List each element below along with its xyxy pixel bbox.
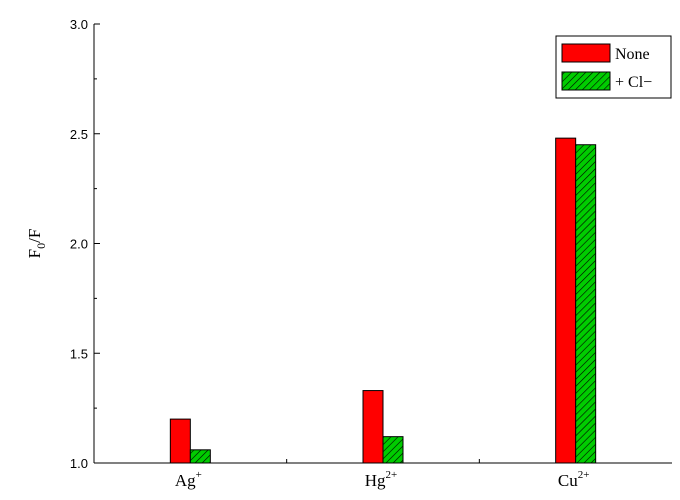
legend-label-1: + Cl− (615, 74, 652, 91)
legend-swatch-0 (561, 43, 611, 63)
bar-none-cu (555, 137, 577, 464)
bar-cl-cu (575, 144, 597, 464)
bar-cl-hg (382, 436, 404, 464)
bar-none-ag (169, 418, 191, 464)
x-tick-label: Cu2+ (558, 469, 590, 490)
plot-area: 1.0 1.5 2.0 2.5 3.0 Ag+ Hg2+ Cu2+ (70, 17, 672, 490)
x-tick-label: Ag+ (175, 469, 202, 490)
y-axis-title: F0/F (25, 229, 48, 259)
x-tick-label: Hg2+ (365, 469, 398, 490)
legend-label-0: None (615, 46, 650, 63)
y-tick-label: 2.5 (70, 127, 88, 142)
y-tick-label: 2.0 (70, 237, 88, 252)
bar-none-hg (362, 390, 384, 464)
bar-cl-ag (189, 449, 211, 464)
y-tick-label: 1.0 (70, 456, 88, 471)
y-axis-label: F0/F (25, 229, 48, 259)
y-tick-label: 1.5 (70, 346, 88, 361)
legend-swatch-1 (561, 71, 611, 91)
y-tick-label: 3.0 (70, 17, 88, 32)
legend: None + Cl− (555, 35, 672, 99)
